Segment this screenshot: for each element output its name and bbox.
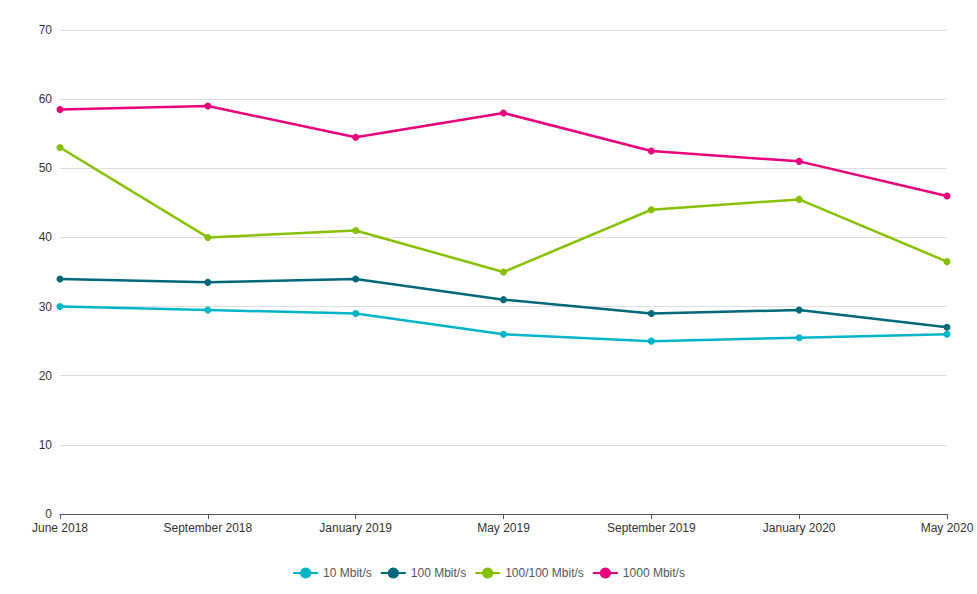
svg-text:30: 30 [39, 300, 53, 314]
svg-text:70: 70 [39, 23, 53, 37]
svg-text:100 Mbit/s: 100 Mbit/s [411, 566, 466, 580]
svg-text:June 2018: June 2018 [32, 521, 88, 535]
svg-text:May 2019: May 2019 [477, 521, 530, 535]
svg-text:1000 Mbit/s: 1000 Mbit/s [623, 566, 685, 580]
svg-text:60: 60 [39, 92, 53, 106]
svg-text:20: 20 [39, 369, 53, 383]
svg-text:40: 40 [39, 230, 53, 244]
svg-text:0: 0 [45, 507, 52, 521]
svg-text:May 2020: May 2020 [921, 521, 974, 535]
svg-text:January 2020: January 2020 [763, 521, 836, 535]
svg-text:January 2019: January 2019 [319, 521, 392, 535]
svg-text:September 2018: September 2018 [163, 521, 252, 535]
svg-text:10 Mbit/s: 10 Mbit/s [323, 566, 372, 580]
svg-text:50: 50 [39, 161, 53, 175]
svg-text:September 2019: September 2019 [607, 521, 696, 535]
svg-text:100/100 Mbit/s: 100/100 Mbit/s [505, 566, 584, 580]
svg-text:10: 10 [39, 438, 53, 452]
